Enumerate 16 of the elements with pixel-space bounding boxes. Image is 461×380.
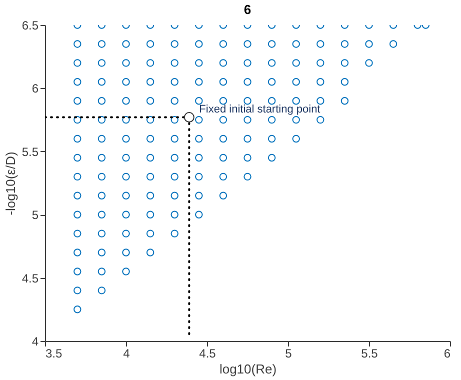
x-tick-label: 4 [123,346,130,360]
x-axis-title: log10(Re) [219,362,277,376]
x-tick-label: 5.5 [361,346,378,360]
chart-title: 6 [244,2,252,17]
x-tick-label: 3.5 [46,346,63,360]
x-tick-label: 6 [444,346,451,360]
y-tick-label: 6 [32,82,39,96]
annotation: Fixed initial starting point [199,103,320,116]
y-tick-label: 5 [32,208,39,222]
y-tick-label: 6.5 [22,18,39,32]
y-tick-label: 4 [32,334,39,348]
y-tick-label: 5.5 [22,144,39,159]
x-tick-label: 5 [285,346,292,360]
y-axis-title: -log10(ε/D) [2,152,18,216]
y-tick-label: 4.5 [22,271,39,286]
x-tick-label: 4.5 [199,346,216,360]
